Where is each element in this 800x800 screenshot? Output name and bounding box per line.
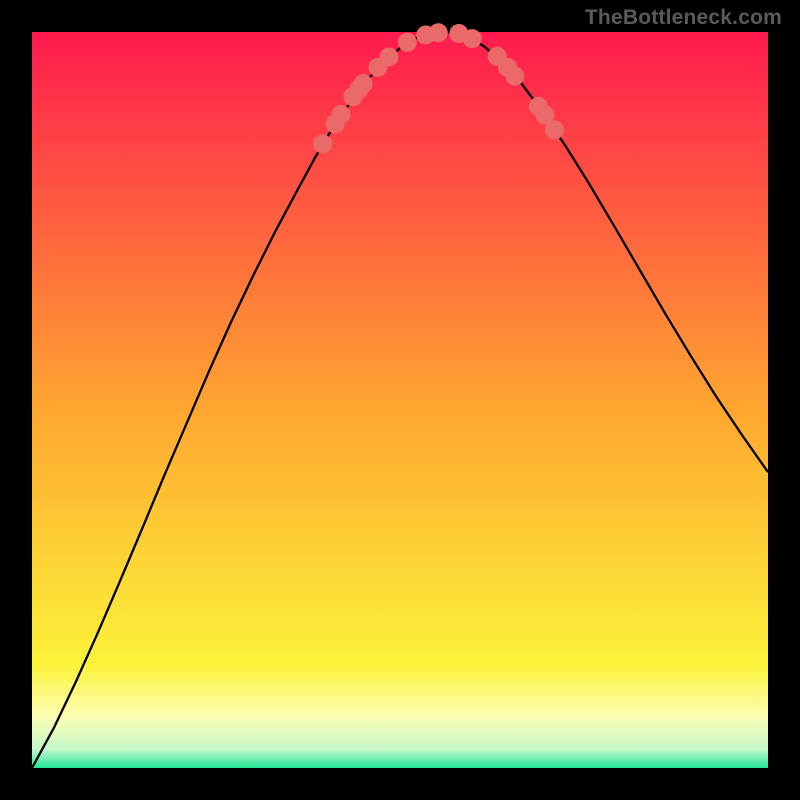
curve-marker (354, 74, 373, 93)
curve-marker (545, 120, 564, 139)
curve-marker (463, 29, 482, 48)
curve-marker (379, 48, 398, 67)
curve-marker (313, 134, 332, 153)
curve-marker (398, 33, 417, 52)
curve-marker (332, 105, 351, 124)
watermark-text: TheBottleneck.com (585, 6, 782, 30)
chart-overlay-svg (32, 32, 768, 768)
bottleneck-curve (32, 32, 768, 768)
curve-marker (505, 67, 524, 86)
curve-marker (429, 23, 448, 42)
